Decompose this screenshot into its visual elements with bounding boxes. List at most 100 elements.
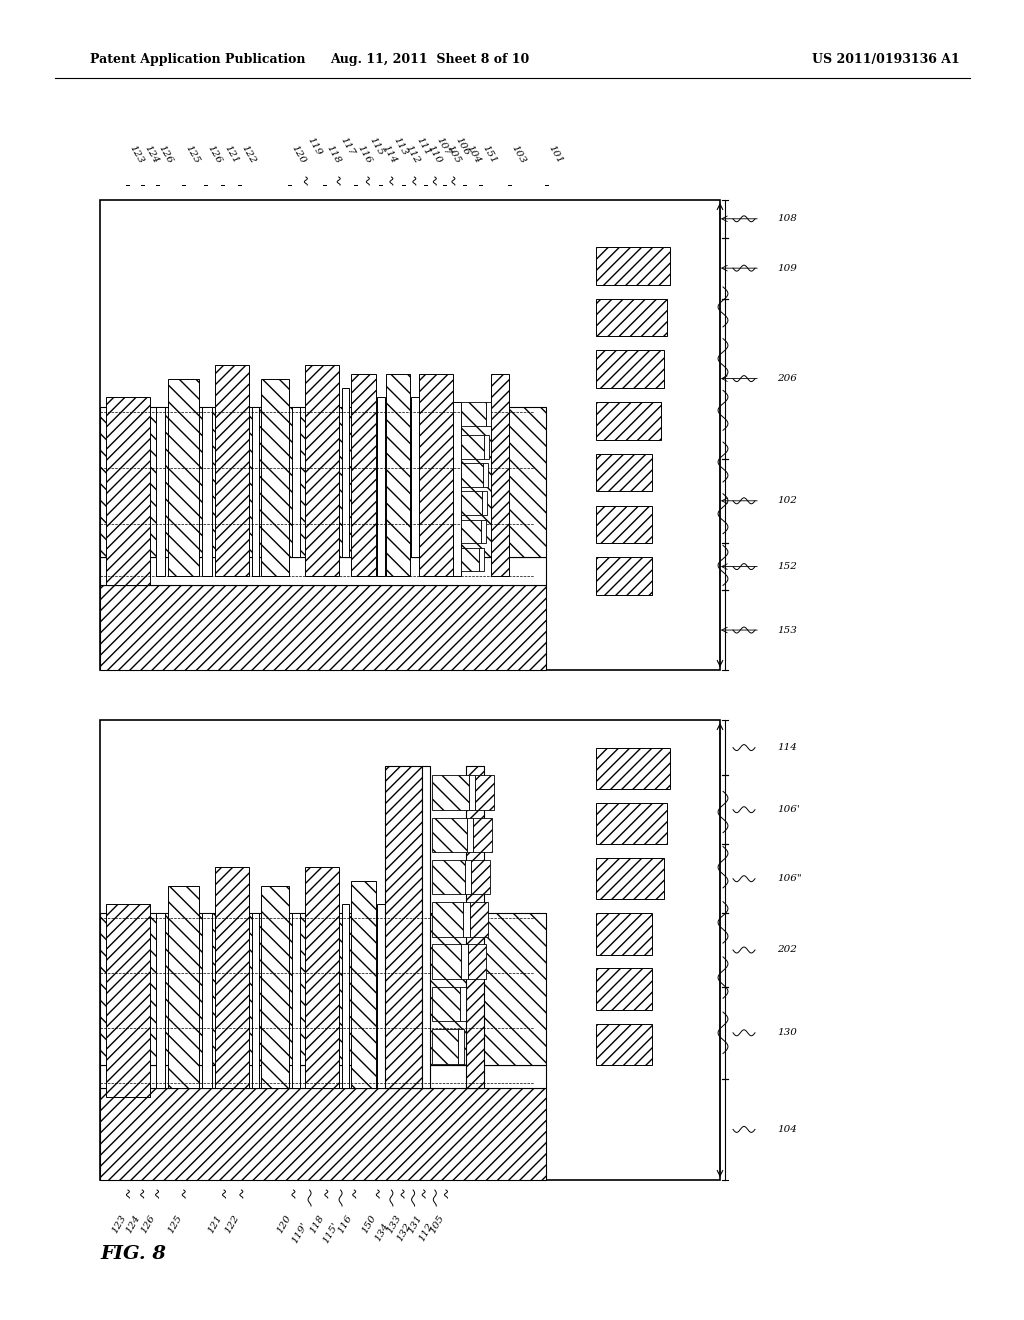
Bar xyxy=(596,1023,652,1065)
Bar xyxy=(468,945,486,979)
Bar xyxy=(342,904,349,1088)
Text: 206: 206 xyxy=(777,374,797,383)
Bar xyxy=(203,913,212,1088)
Bar xyxy=(385,766,422,1088)
Text: 113: 113 xyxy=(391,135,410,157)
Text: 101: 101 xyxy=(547,144,564,165)
Bar xyxy=(100,1065,547,1088)
Text: 152: 152 xyxy=(777,562,797,572)
Bar xyxy=(100,201,720,671)
Bar xyxy=(432,1030,458,1064)
Bar xyxy=(432,945,462,979)
Text: 122: 122 xyxy=(223,1213,242,1234)
Text: 125: 125 xyxy=(166,1213,183,1234)
Text: 123: 123 xyxy=(128,144,145,165)
Text: 106": 106" xyxy=(777,874,802,883)
Text: 108: 108 xyxy=(777,214,797,223)
Bar xyxy=(203,407,212,576)
Text: 105: 105 xyxy=(444,144,463,165)
Bar xyxy=(215,364,249,576)
Text: 123: 123 xyxy=(111,1213,128,1234)
Bar xyxy=(596,803,668,845)
Bar xyxy=(432,775,469,809)
Bar xyxy=(100,719,720,1180)
Bar xyxy=(432,817,467,851)
Text: 114: 114 xyxy=(777,743,797,752)
Text: 112: 112 xyxy=(417,1221,435,1242)
Bar xyxy=(100,557,547,585)
Text: Patent Application Publication: Patent Application Publication xyxy=(90,54,305,66)
Text: 116: 116 xyxy=(355,144,373,165)
Bar xyxy=(460,987,466,1022)
Bar xyxy=(261,379,289,576)
Text: 102: 102 xyxy=(777,496,797,506)
Text: 115': 115' xyxy=(322,1221,341,1245)
Bar xyxy=(596,247,671,285)
Bar xyxy=(304,867,339,1088)
Bar xyxy=(596,747,671,789)
Bar xyxy=(252,407,259,576)
Bar xyxy=(473,817,492,851)
Bar xyxy=(462,945,468,979)
Text: 119: 119 xyxy=(306,135,324,157)
Bar xyxy=(432,859,465,895)
Bar xyxy=(596,350,665,388)
Text: 106: 106 xyxy=(454,135,471,157)
Bar xyxy=(100,407,547,557)
Bar xyxy=(596,454,652,491)
Bar xyxy=(342,388,349,557)
Bar xyxy=(168,379,200,576)
Text: 109: 109 xyxy=(777,264,797,273)
Bar xyxy=(475,775,494,809)
Text: 151: 151 xyxy=(480,144,498,165)
Bar xyxy=(292,407,300,557)
Text: 119': 119' xyxy=(291,1221,309,1245)
Text: 107: 107 xyxy=(435,135,453,157)
Text: 117: 117 xyxy=(339,135,356,157)
Text: 131: 131 xyxy=(406,1213,424,1234)
Bar xyxy=(215,867,249,1088)
Bar xyxy=(377,397,385,576)
Text: 115: 115 xyxy=(368,135,386,157)
Text: 121: 121 xyxy=(206,1213,224,1234)
Bar xyxy=(252,913,259,1088)
Bar xyxy=(106,397,150,585)
Bar xyxy=(412,397,419,557)
Bar xyxy=(100,913,547,1065)
Text: 106': 106' xyxy=(777,805,800,814)
Text: 130: 130 xyxy=(777,1028,797,1038)
Bar xyxy=(432,902,463,937)
Bar xyxy=(351,374,376,576)
Bar xyxy=(261,886,289,1088)
Text: 126: 126 xyxy=(206,144,223,165)
Text: 104: 104 xyxy=(777,1125,797,1134)
Bar xyxy=(461,403,485,425)
Text: 153: 153 xyxy=(777,626,797,635)
Bar xyxy=(386,374,410,576)
Text: 104: 104 xyxy=(465,144,482,165)
Bar xyxy=(454,403,461,576)
Text: 122: 122 xyxy=(240,144,257,165)
Text: 121: 121 xyxy=(223,144,241,165)
Text: 120: 120 xyxy=(289,144,307,165)
Bar xyxy=(100,585,547,671)
Bar xyxy=(485,403,490,425)
Bar xyxy=(156,407,165,576)
Bar xyxy=(461,491,482,515)
Text: 124: 124 xyxy=(142,144,160,165)
Bar xyxy=(483,463,488,487)
Bar xyxy=(480,520,485,543)
Bar xyxy=(596,913,652,954)
Text: 111: 111 xyxy=(415,135,432,157)
Bar xyxy=(469,775,475,809)
Bar xyxy=(461,520,480,543)
Bar xyxy=(596,969,652,1010)
Bar xyxy=(596,557,652,595)
Bar xyxy=(304,364,339,576)
Bar xyxy=(377,904,385,1088)
Bar xyxy=(490,374,509,576)
Text: 103: 103 xyxy=(509,144,527,165)
Bar xyxy=(596,858,665,899)
Text: 114: 114 xyxy=(380,144,398,165)
Text: 118: 118 xyxy=(325,144,342,165)
